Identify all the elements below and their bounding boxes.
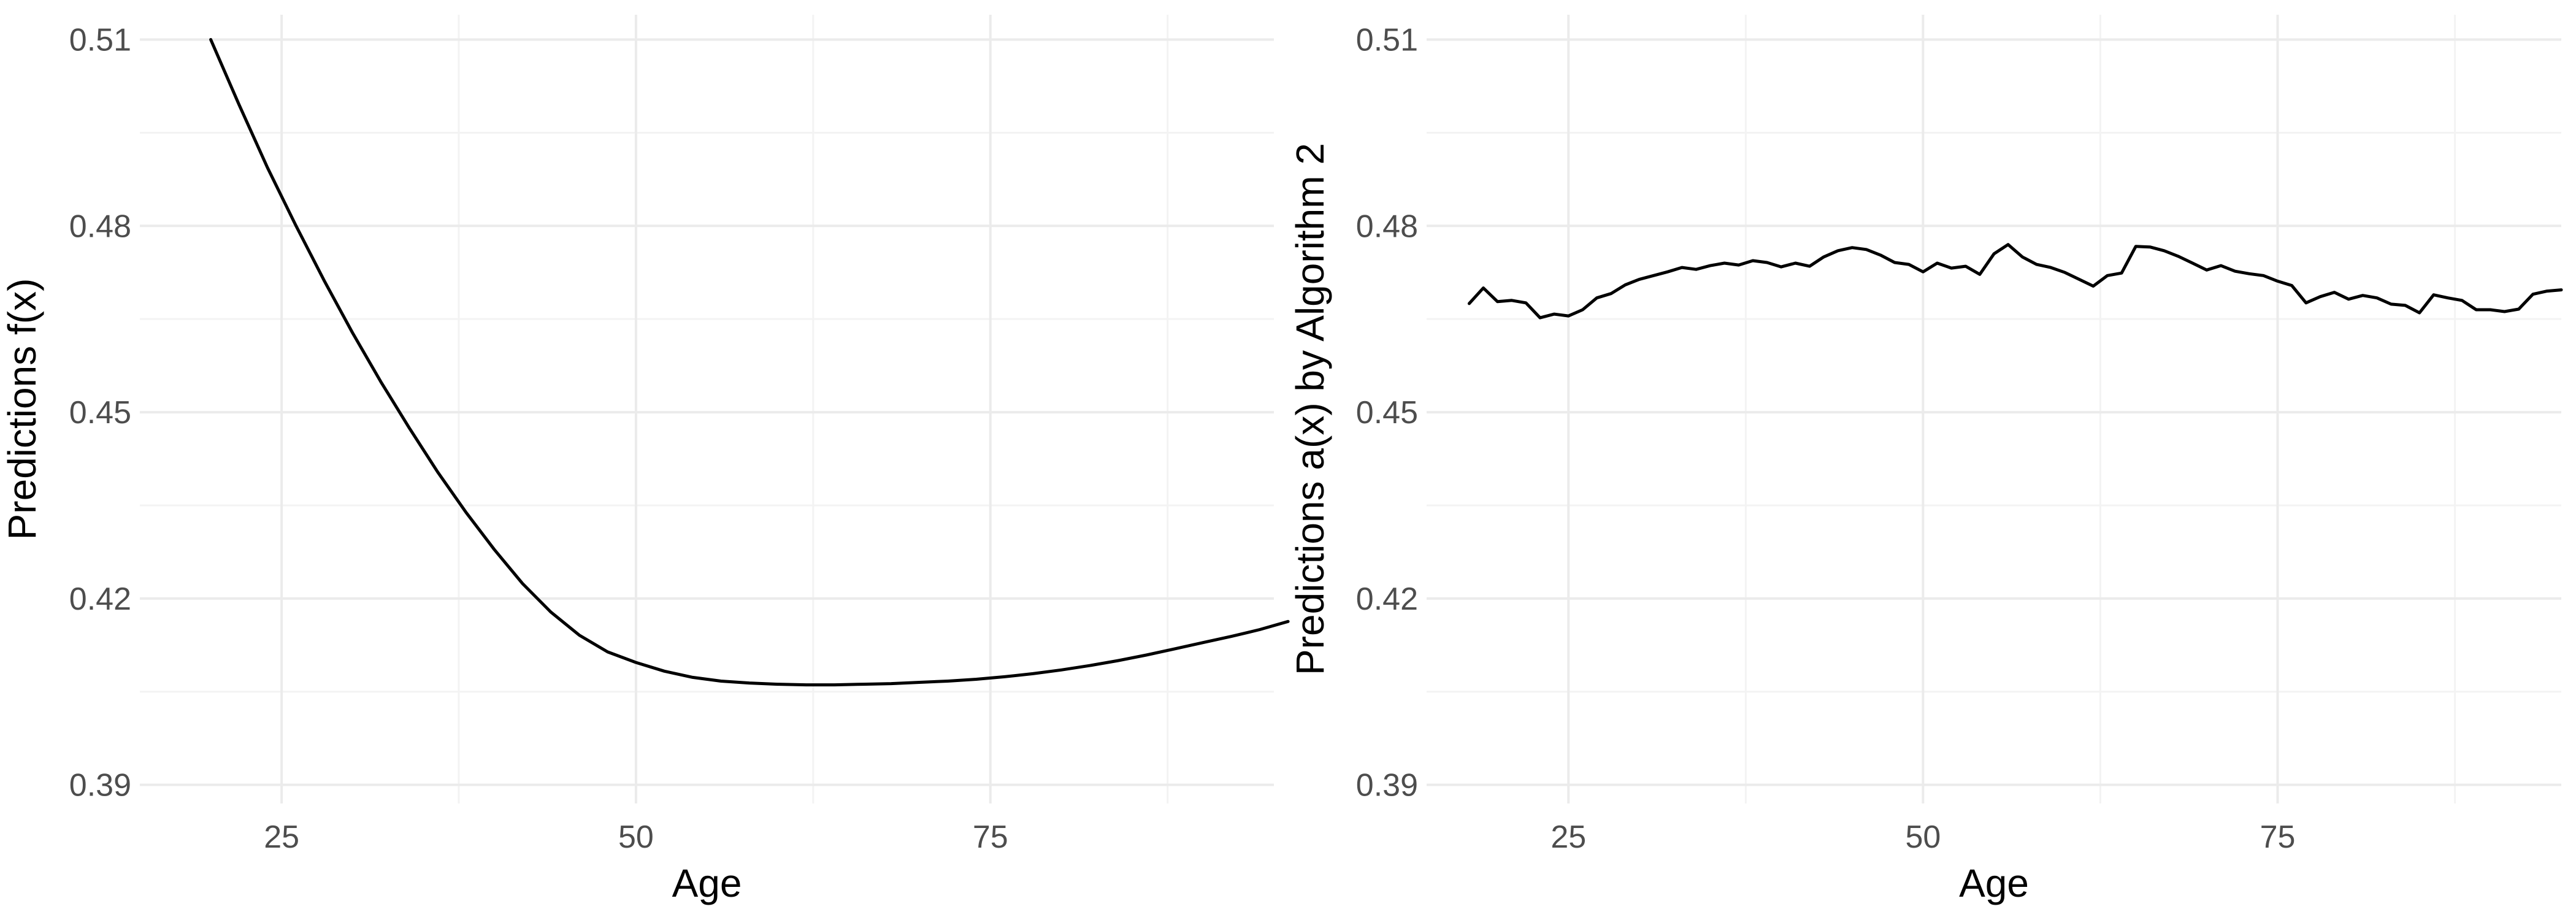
x-tick-label-2: 75 <box>2260 819 2296 855</box>
x-tick-label-1: 50 <box>1905 819 1941 855</box>
series-line-0 <box>1467 243 2563 320</box>
panel-right: 25 50 75 0.39 0.42 0.45 0.48 0.51 Age Predictions… <box>1288 15 2563 905</box>
y-tick-label-1: 0.42 <box>1356 581 1418 617</box>
y-tick-label-2: 0.45 <box>1356 395 1418 431</box>
y-tick-label-0: 0.39 <box>69 768 131 803</box>
y-tick-label-3: 0.48 <box>1356 209 1418 244</box>
panel-left: 25 50 75 0.39 0.42 0.45 0.48 0.51 Age Predictions… <box>0 15 1290 905</box>
x-tick-label-1: 50 <box>618 819 654 855</box>
x-axis-title: Age <box>1959 861 2029 905</box>
x-tick-label-2: 75 <box>973 819 1008 855</box>
y-tick-label-4: 0.51 <box>1356 23 1418 58</box>
y-tick-label-1: 0.42 <box>69 581 131 617</box>
y-axis-title: Predictions f(x) <box>0 278 44 540</box>
x-tick-label-0: 25 <box>1551 819 1586 855</box>
y-tick-label-4: 0.51 <box>69 23 131 58</box>
y-tick-label-3: 0.48 <box>69 209 131 244</box>
series-line-0 <box>209 38 1290 687</box>
y-axis-title: Predictions a(x) by Algorithm 2 <box>1288 143 1332 675</box>
x-axis-title: Age <box>672 861 742 905</box>
y-tick-label-2: 0.45 <box>69 395 131 431</box>
y-tick-label-0: 0.39 <box>1356 768 1418 803</box>
x-tick-label-0: 25 <box>264 819 299 855</box>
